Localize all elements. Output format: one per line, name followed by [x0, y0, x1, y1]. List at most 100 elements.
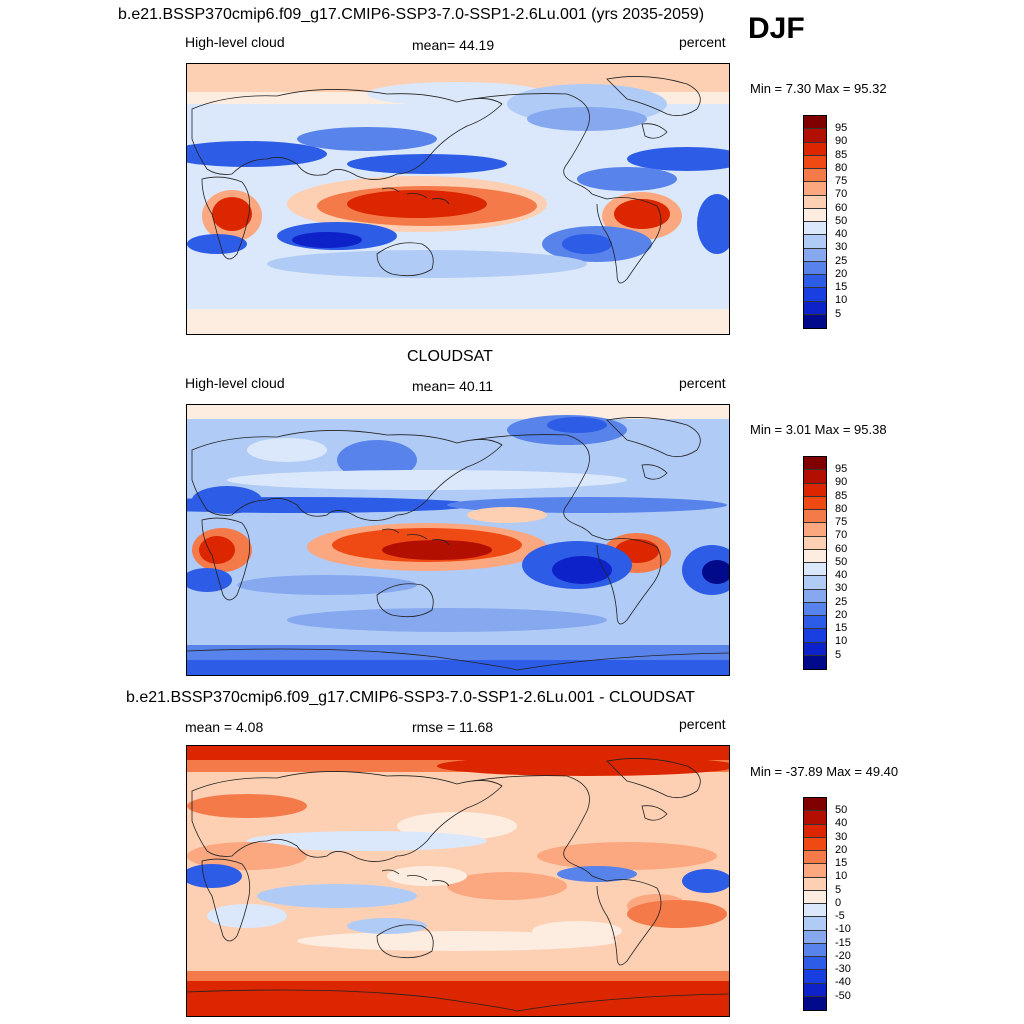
panel2-colorbar-tick: 5 — [835, 648, 842, 661]
panel2-colorbar-swatch — [804, 589, 826, 603]
panel2-colorbar-swatch — [804, 549, 826, 563]
panel1-colorbar-swatch — [804, 129, 826, 143]
panel2-colorbar-swatch — [804, 602, 826, 616]
panel3-colorbar-tick: 30 — [835, 830, 848, 843]
panel1-colorbar-tick: 15 — [835, 281, 848, 293]
panel1-colorbar-swatch — [804, 169, 826, 183]
panel1-colorbar-tick: 20 — [835, 267, 848, 280]
panel2-colorbar-tick: 75 — [835, 516, 848, 528]
panel3-colorbar-tick: -5 — [835, 910, 845, 922]
panel2-mean: mean= 40.11 — [412, 378, 494, 394]
panel3-mean: mean = 4.08 — [185, 719, 264, 735]
panel2-title: CLOUDSAT — [407, 348, 493, 365]
panel3-minmax: Min = -37.89 Max = 49.40 — [750, 764, 899, 779]
panel2-units: percent — [679, 375, 726, 391]
panel2-colorbar-tick: 30 — [835, 582, 848, 595]
panel3-colorbar-swatch — [804, 930, 826, 944]
panel1-colorbar-tick: 80 — [835, 161, 848, 174]
panel1-colorbar-tick: 75 — [835, 175, 848, 187]
panel1-colorbar-swatch — [804, 182, 826, 196]
panel3-colorbar-tick: 40 — [835, 817, 848, 830]
panel2-colorbar-swatch — [804, 483, 826, 497]
panel3-colorbar-swatch — [804, 943, 826, 957]
panel2-colorbar-tick: 85 — [835, 489, 848, 502]
panel2-colorbar-swatch — [804, 616, 826, 630]
panel1-colorbar-swatch — [804, 301, 826, 315]
panel1-title: b.e21.BSSP370cmip6.f09_g17.CMIP6-SSP3-7.… — [118, 6, 705, 23]
panel1-colorbar-tick: 10 — [835, 294, 848, 307]
panel3-colorbar-swatch — [804, 970, 826, 984]
panel3-colorbar-swatch — [804, 957, 826, 971]
panel2-colorbar-tick: 10 — [835, 635, 848, 648]
panel3-colorbar-tick: -10 — [835, 923, 851, 936]
panel3-colorbar-tick: 0 — [835, 896, 842, 909]
panel1-units: percent — [679, 34, 726, 50]
panel2-colorbar-tick: 25 — [835, 595, 848, 608]
panel1-colorbar-swatch — [804, 142, 826, 156]
panel3-units: percent — [679, 716, 726, 732]
panel3-colorbar-tick: 20 — [835, 843, 848, 856]
panel3-colorbar-tick: -40 — [835, 976, 851, 989]
panel1-colorbar-tick: 70 — [835, 188, 848, 201]
panel2-colorbar-tick: 50 — [835, 555, 848, 568]
panel2-colorbar-tick: 95 — [835, 463, 848, 475]
panel3-colorbar-tick: -20 — [835, 949, 851, 962]
panel2-colorbar-swatch — [804, 655, 826, 669]
panel1-colorbar — [803, 115, 827, 329]
panel1-colorbar-swatch — [804, 208, 826, 222]
panel2-colorbar-swatch — [804, 523, 826, 537]
panel1-colorbar-swatch — [804, 261, 826, 275]
panel3-colorbar-swatch — [804, 851, 826, 865]
panel1-colorbar-tick: 85 — [835, 148, 848, 161]
panel1-colorbar-tick: 5 — [835, 307, 842, 320]
panel1-colorbar-swatch — [804, 222, 826, 236]
panel3-title: b.e21.BSSP370cmip6.f09_g17.CMIP6-SSP3-7.… — [126, 689, 695, 706]
panel3-rmse: rmse = 11.68 — [412, 719, 494, 735]
panel3-colorbar-tick: -50 — [835, 989, 851, 1002]
panel3-colorbar-tick: -15 — [835, 936, 851, 949]
panel2-colorbar-tick: 70 — [835, 529, 848, 542]
panel3-colorbar-swatch — [804, 811, 826, 825]
panel1-colorbar-tick: 60 — [835, 201, 848, 214]
panel2-colorbar-swatch — [804, 510, 826, 524]
panel1-colorbar-tick: 25 — [835, 254, 848, 267]
panel3-colorbar-swatch — [804, 983, 826, 997]
panel3-colorbar-tick: 10 — [835, 870, 848, 883]
panel2-colorbar-tick: 15 — [835, 622, 848, 634]
panel2-colorbar-tick: 90 — [835, 476, 848, 489]
panel1-colorbar-tick: 90 — [835, 135, 848, 148]
panel3-colorbar-swatch — [804, 864, 826, 878]
panel2-colorbar-swatch — [804, 629, 826, 643]
panel3-colorbar-tick: 5 — [835, 883, 842, 896]
panel3-colorbar-swatch — [804, 877, 826, 891]
panel2-colorbar-swatch — [804, 457, 826, 471]
panel2-colorbar-tick: 60 — [835, 542, 848, 555]
panel3-colorbar-swatch — [804, 798, 826, 812]
panel2-colorbar — [803, 456, 827, 670]
panel2-colorbar-swatch — [804, 470, 826, 484]
panel2-colorbar-swatch — [804, 496, 826, 510]
panel2-minmax: Min = 3.01 Max = 95.38 — [750, 422, 887, 437]
panel3-colorbar-swatch — [804, 917, 826, 931]
panel2-colorbar-swatch — [804, 576, 826, 590]
panel1-colorbar-tick: 95 — [835, 122, 848, 134]
panel1-map — [186, 63, 730, 335]
panel1-colorbar-swatch — [804, 235, 826, 249]
panel3-colorbar-swatch — [804, 824, 826, 838]
panel3-colorbar-swatch — [804, 837, 826, 851]
panel1-variable-label: High-level cloud — [185, 34, 285, 50]
season-label: DJF — [748, 12, 805, 45]
panel2-colorbar-tick: 40 — [835, 569, 848, 581]
panel1-minmax: Min = 7.30 Max = 95.32 — [750, 81, 887, 96]
panel3-colorbar-swatch — [804, 890, 826, 904]
panel1-colorbar-tick: 50 — [835, 214, 848, 227]
panel2-colorbar-swatch — [804, 642, 826, 656]
panel3-colorbar-tick: -30 — [835, 963, 851, 975]
panel1-colorbar-tick: 40 — [835, 228, 848, 240]
panel2-variable-label: High-level cloud — [185, 375, 285, 391]
panel3-map — [186, 745, 730, 1017]
panel3-colorbar-tick: 15 — [835, 857, 848, 869]
panel1-colorbar-tick: 30 — [835, 241, 848, 254]
panel1-colorbar-swatch — [804, 314, 826, 328]
panel2-colorbar-swatch — [804, 563, 826, 577]
